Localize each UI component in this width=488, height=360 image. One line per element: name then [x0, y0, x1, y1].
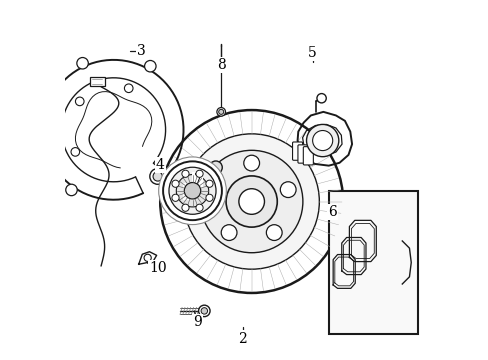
Circle shape — [176, 175, 208, 207]
Circle shape — [159, 157, 226, 225]
FancyBboxPatch shape — [303, 147, 313, 165]
Circle shape — [65, 184, 77, 196]
Text: 5: 5 — [307, 46, 316, 60]
Circle shape — [217, 108, 225, 116]
Text: 1: 1 — [184, 184, 193, 198]
Circle shape — [182, 170, 189, 177]
Circle shape — [160, 110, 343, 293]
Circle shape — [182, 204, 189, 211]
FancyBboxPatch shape — [292, 142, 302, 160]
Circle shape — [153, 172, 162, 181]
Circle shape — [200, 150, 302, 253]
Circle shape — [183, 134, 319, 269]
Circle shape — [163, 161, 222, 220]
Text: 9: 9 — [193, 315, 202, 329]
Text: 10: 10 — [149, 261, 166, 275]
Text: 3: 3 — [137, 44, 145, 58]
Circle shape — [209, 161, 222, 174]
Circle shape — [244, 155, 259, 171]
Circle shape — [201, 308, 207, 314]
Circle shape — [207, 182, 223, 198]
Circle shape — [198, 305, 210, 317]
Bar — [89, 77, 105, 86]
Circle shape — [266, 225, 282, 240]
Text: 8: 8 — [216, 58, 225, 72]
Circle shape — [225, 176, 277, 227]
FancyBboxPatch shape — [297, 145, 307, 163]
Circle shape — [205, 194, 213, 201]
Circle shape — [196, 170, 203, 177]
Circle shape — [316, 94, 325, 103]
Text: 2: 2 — [238, 332, 246, 346]
Text: 4: 4 — [156, 158, 164, 172]
Circle shape — [144, 60, 156, 72]
Circle shape — [196, 204, 203, 211]
Circle shape — [205, 180, 213, 187]
Circle shape — [75, 97, 84, 106]
Circle shape — [144, 254, 151, 261]
Circle shape — [312, 131, 332, 150]
Circle shape — [71, 148, 80, 156]
Circle shape — [306, 125, 338, 157]
Circle shape — [77, 58, 88, 69]
Circle shape — [172, 180, 179, 187]
Text: 6: 6 — [327, 205, 336, 219]
Circle shape — [124, 84, 133, 93]
Circle shape — [280, 182, 295, 198]
Circle shape — [172, 194, 179, 201]
Text: 7: 7 — [193, 173, 202, 187]
Circle shape — [221, 225, 237, 240]
Circle shape — [149, 168, 165, 184]
Circle shape — [184, 183, 201, 199]
Circle shape — [169, 167, 216, 214]
Circle shape — [238, 189, 264, 214]
Circle shape — [218, 109, 223, 114]
Circle shape — [35, 118, 46, 129]
Bar — [328, 191, 418, 334]
